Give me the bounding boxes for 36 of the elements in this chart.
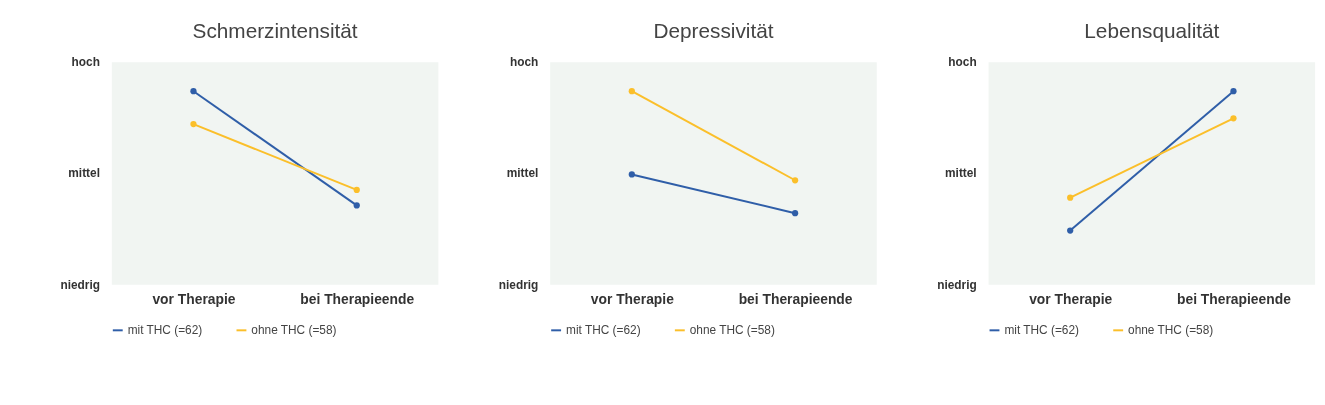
point [791, 177, 799, 184]
point [353, 186, 360, 194]
point [190, 88, 197, 95]
legend-label: mit THC (=62) [566, 323, 641, 338]
legend-label: mit THC (=62) [127, 323, 203, 338]
x-tick-label: bei Therapieende [1177, 291, 1292, 308]
text: mittel [945, 166, 977, 181]
text: hoch [509, 55, 539, 70]
text: mittel [68, 166, 100, 181]
text: mittel [506, 166, 539, 181]
chart-title: Depressivität [653, 19, 774, 43]
x-tick-label: vor Therapie [1029, 291, 1113, 308]
x-tick-label: vor Therapie [152, 291, 236, 308]
x-tick-label: bei Therapieende [300, 291, 415, 308]
text: niedrig [498, 277, 539, 292]
text: niedrig [937, 277, 977, 292]
point [190, 120, 197, 128]
legend-label: ohne THC (=58) [251, 323, 337, 338]
text: hoch [71, 55, 100, 70]
chart-title: Schmerzintensität [192, 19, 358, 43]
point [1230, 88, 1237, 95]
point [353, 202, 360, 209]
text: hoch [948, 55, 977, 70]
point [1230, 115, 1237, 122]
legend-label: mit THC (=62) [1004, 323, 1080, 338]
chart-title: Lebensqualität [1084, 19, 1220, 43]
point [791, 210, 799, 217]
legend-label: ohne THC (=58) [689, 323, 775, 338]
point [1067, 227, 1074, 234]
x-tick-label: bei Therapieende [738, 291, 853, 308]
point [1067, 194, 1074, 201]
point [628, 88, 635, 95]
x-tick-label: vor Therapie [590, 291, 675, 308]
point [628, 171, 635, 178]
legend-label: ohne THC (=58) [1128, 323, 1214, 338]
text: niedrig [60, 277, 100, 292]
